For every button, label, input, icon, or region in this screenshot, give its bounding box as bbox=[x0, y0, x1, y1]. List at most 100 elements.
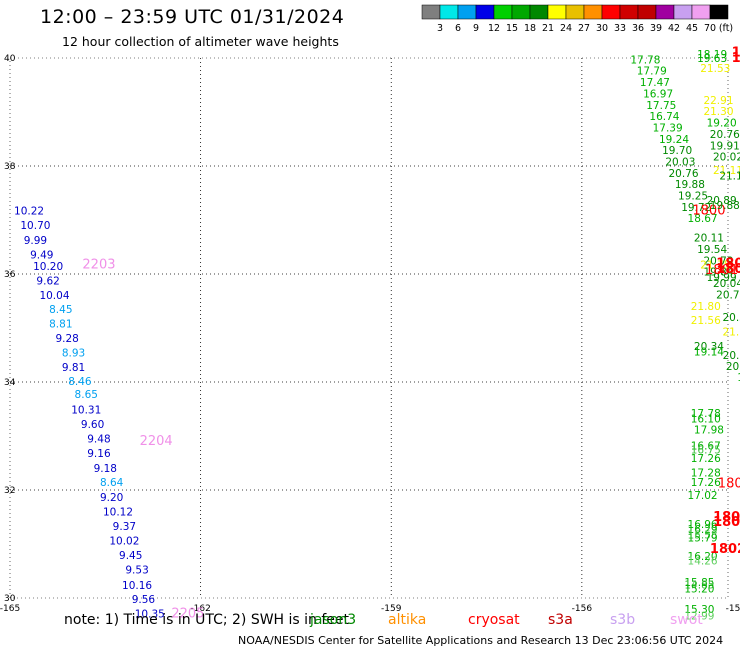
wave-height-value: 15.58 bbox=[688, 530, 718, 542]
track-time-label: 2205 bbox=[171, 606, 204, 621]
wave-height-value: 15.85 bbox=[684, 577, 714, 589]
wave-height-value: 17.79 bbox=[637, 66, 667, 78]
colorbar-label: 3 bbox=[437, 23, 443, 34]
wave-height-value: 17.98 bbox=[694, 424, 724, 436]
colorbar-label: (ft) bbox=[719, 23, 733, 34]
latitude-tick-label: 38 bbox=[4, 162, 16, 172]
colorbar-swatch bbox=[619, 4, 639, 20]
wave-height-value: 9.99 bbox=[24, 235, 47, 247]
wave-height-value: 9.81 bbox=[62, 362, 85, 374]
colorbar-swatch bbox=[475, 4, 495, 20]
wave-height-value: 16.97 bbox=[643, 88, 673, 100]
track-time-label: 1800 bbox=[692, 204, 725, 219]
wave-height-value: 20.11 bbox=[694, 233, 724, 245]
wave-height-value: 21.53 bbox=[700, 63, 730, 75]
wave-height-value: 8.81 bbox=[49, 318, 72, 330]
wave-height-value: 19 bbox=[737, 372, 740, 384]
wave-height-value: 16.74 bbox=[649, 111, 679, 123]
wave-height-value: 18.19 bbox=[697, 49, 727, 61]
wave-height-value: 20.03 bbox=[665, 156, 695, 168]
wave-height-value: 9.62 bbox=[36, 275, 59, 287]
track-time-label: 1801 bbox=[705, 263, 738, 278]
colorbar-swatch bbox=[637, 4, 657, 20]
wave-height-value: 9.20 bbox=[100, 492, 123, 504]
colorbar-swatch bbox=[673, 4, 693, 20]
wave-height-value: 19.72 bbox=[681, 202, 711, 214]
wave-height-value: 20.76 bbox=[668, 168, 698, 180]
track-time-label: 1801 bbox=[716, 262, 740, 277]
track-time-label: 1802 bbox=[710, 542, 740, 557]
wave-height-value: 8.93 bbox=[62, 348, 85, 360]
colorbar-swatch bbox=[601, 4, 621, 20]
latitude-tick-label: 36 bbox=[4, 270, 16, 280]
wave-height-value: 8.64 bbox=[100, 477, 124, 489]
wave-height-value: 8.46 bbox=[68, 376, 92, 388]
colorbar-swatch bbox=[439, 4, 459, 20]
wave-height-value: 10.16 bbox=[122, 580, 152, 592]
wave-height-value: 20.89 bbox=[707, 195, 737, 207]
wave-height-value: 9.18 bbox=[94, 463, 117, 475]
wave-height-value: 21.30 bbox=[703, 106, 733, 118]
colorbar-label: 21 bbox=[542, 23, 554, 34]
wave-height-value: 8.45 bbox=[49, 304, 72, 316]
longitude-tick-label: -159 bbox=[381, 604, 402, 614]
track-time-label: 18 bbox=[732, 45, 740, 60]
wave-height-value: 21.75 bbox=[700, 260, 730, 272]
mission-jason3: jason3 bbox=[310, 612, 357, 628]
mission-altika: altika bbox=[388, 612, 427, 628]
wave-height-value: 19.99 bbox=[707, 272, 737, 284]
latitude-tick-label: 32 bbox=[4, 486, 15, 496]
wave-height-value: 22.91 bbox=[703, 95, 733, 107]
wave-height-value: 9.60 bbox=[81, 419, 104, 431]
colorbar-label: 24 bbox=[560, 23, 572, 34]
wave-height-value: 10.20 bbox=[33, 261, 63, 273]
mission-s3b: s3b bbox=[610, 612, 636, 628]
wave-height-value: 21.11 bbox=[719, 171, 740, 183]
wave-height-value: 19.63 bbox=[697, 53, 727, 65]
wave-height-value: 10.12 bbox=[103, 506, 133, 518]
colorbar-label: 18 bbox=[524, 23, 536, 34]
track-time-label: 2204 bbox=[140, 434, 173, 449]
wave-height-value: 21.12 bbox=[722, 327, 740, 339]
colorbar-swatch bbox=[583, 4, 603, 20]
wave-height-value: 12.99 bbox=[684, 611, 714, 623]
wave-height-value: 17.02 bbox=[688, 490, 718, 502]
track-time-label: 1802 bbox=[713, 515, 740, 530]
wave-height-value: 16.75 bbox=[691, 444, 721, 456]
wave-height-value: 10.31 bbox=[71, 404, 101, 416]
wave-height-value: 15.79 bbox=[688, 532, 718, 544]
wave-height-value: 19.84 bbox=[703, 267, 733, 279]
colorbar-swatch bbox=[655, 4, 675, 20]
track-time-label: 1802 bbox=[713, 510, 740, 525]
wave-height-value: 8.65 bbox=[75, 389, 98, 401]
colorbar-label: 33 bbox=[614, 23, 626, 34]
wave-height-value: 20.04 bbox=[713, 278, 740, 290]
wave-height-value: 16.67 bbox=[691, 441, 721, 453]
latitude-tick-label: 40 bbox=[4, 54, 16, 64]
wave-height-value: 19.88 bbox=[675, 179, 705, 191]
wave-height-value: 17.39 bbox=[653, 122, 683, 134]
mission-swot: swot bbox=[670, 612, 703, 628]
colorbar-swatch bbox=[709, 4, 729, 20]
wave-height-value: 17.78 bbox=[630, 54, 660, 66]
colorbar-label: 45 bbox=[686, 23, 698, 34]
colorbar-label: 12 bbox=[488, 23, 500, 34]
wave-height-value: 20.75 bbox=[716, 289, 740, 301]
wave-height-value: 9.53 bbox=[125, 565, 148, 577]
wave-height-value: 16.10 bbox=[691, 414, 721, 426]
wave-height-value: 9.28 bbox=[55, 333, 78, 345]
wave-height-value: 16.96 bbox=[688, 519, 718, 531]
wave-height-value: 18.67 bbox=[688, 213, 718, 225]
wave-height-value: 14.85 bbox=[684, 579, 714, 591]
colorbar-label: 39 bbox=[650, 23, 662, 34]
wave-height-value: 17.28 bbox=[691, 468, 721, 480]
wave-height-value: 19.91 bbox=[710, 140, 740, 152]
wave-height-value: 20.76 bbox=[710, 129, 740, 141]
track-time-label: 2203 bbox=[82, 258, 115, 273]
colorbar-label: 36 bbox=[632, 23, 644, 34]
wave-height-value: 19.20 bbox=[707, 118, 737, 130]
wave-height-value: 20.39 bbox=[722, 312, 740, 324]
map-title: 12:00 – 23:59 UTC 01/31/2024 bbox=[40, 6, 345, 28]
wave-height-value: 20.34 bbox=[694, 341, 724, 353]
